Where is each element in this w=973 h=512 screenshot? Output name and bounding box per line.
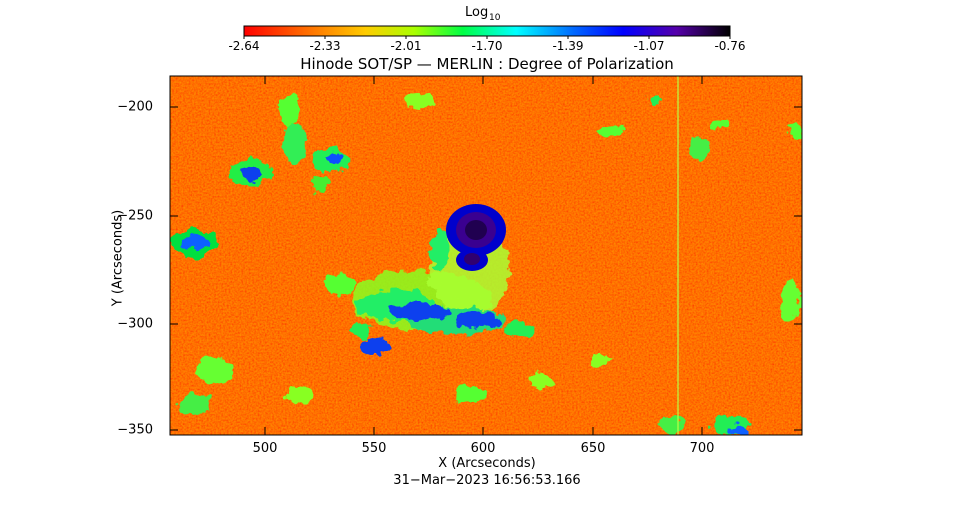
y-tick-label: −200 [117, 99, 153, 115]
y-tick-label: −250 [117, 208, 153, 224]
colorbar-tick-label: -1.70 [471, 39, 503, 53]
x-tick-label: 700 [689, 441, 715, 456]
colorbar-tick-label: -2.64 [228, 39, 260, 53]
colorbar-label-subscript: 10 [489, 13, 501, 23]
colorbar-tick-label: -0.76 [714, 39, 746, 53]
timestamp: 31−Mar−2023 16:56:53.166 [393, 473, 581, 488]
colorbar-tick-label: -2.01 [390, 39, 422, 53]
x-axis-label: X (Arcseconds) [438, 456, 536, 471]
colorbar-label: Log [465, 5, 489, 20]
x-tick-label: 600 [470, 441, 496, 456]
sunspot [446, 204, 506, 271]
x-tick-label: 500 [252, 441, 278, 456]
colorbar [243, 25, 731, 39]
y-tick-label: −300 [117, 316, 153, 332]
y-tick-marks [170, 106, 802, 431]
plot-title: Hinode SOT/SP — MERLIN : Degree of Polar… [300, 55, 674, 73]
plot-frame [169, 75, 803, 436]
x-tick-label: 550 [361, 441, 387, 456]
magnetic-network-patches [171, 92, 802, 435]
colorbar-tick-label: -1.07 [633, 39, 665, 53]
colorbar-tick-marks [243, 36, 731, 39]
y-axis-label: Y (Arcseconds) [110, 209, 126, 307]
x-tick-marks [264, 76, 703, 435]
colorbar-tick-label: -1.39 [552, 39, 584, 53]
colorbar-tick-label: -2.33 [309, 39, 341, 53]
x-tick-label: 650 [580, 441, 606, 456]
y-tick-label: −350 [117, 422, 153, 438]
